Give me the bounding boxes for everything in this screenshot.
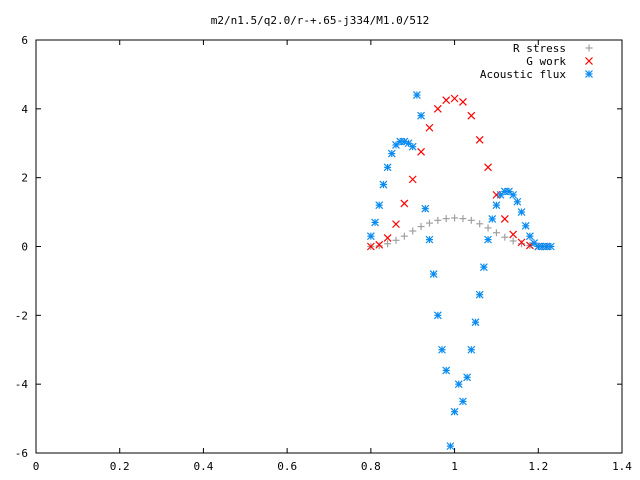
data-point (366, 232, 375, 241)
data-point (434, 216, 442, 224)
data-point (484, 235, 492, 244)
x-tick-label: 0.8 (361, 460, 381, 473)
legend-marker (585, 70, 593, 78)
data-point (366, 242, 375, 251)
data-point (375, 240, 384, 249)
data-point (392, 236, 400, 244)
data-point (463, 373, 472, 382)
legend-label: Acoustic flux (480, 68, 566, 81)
data-point (421, 204, 430, 213)
data-point (412, 91, 421, 99)
data-point (387, 149, 396, 158)
data-point (375, 201, 384, 210)
data-point (492, 229, 500, 237)
data-point (446, 442, 455, 451)
data-point (451, 214, 459, 222)
data-point (484, 163, 492, 172)
x-tick-label: 0 (33, 460, 40, 473)
y-tick-label: -4 (15, 378, 29, 391)
data-point (525, 232, 534, 241)
series-layer (366, 91, 555, 451)
data-point (379, 180, 388, 189)
data-point (500, 215, 509, 223)
series-star (366, 91, 555, 451)
data-point (546, 242, 555, 251)
data-point (384, 240, 392, 248)
legend-marker (585, 44, 593, 52)
data-point (392, 220, 400, 229)
data-point (479, 263, 488, 272)
y-tick-label: 6 (21, 34, 28, 47)
x-tick-label: 0.2 (110, 460, 130, 473)
data-point (400, 199, 409, 208)
data-point (517, 208, 526, 217)
data-point (425, 123, 434, 132)
data-point (488, 215, 497, 223)
data-point (454, 380, 463, 389)
data-point (425, 235, 434, 244)
legend-label: R stress (513, 42, 566, 55)
data-point (471, 318, 480, 327)
data-point (467, 111, 476, 120)
x-tick-label: 1.2 (528, 460, 548, 473)
data-point (371, 218, 379, 227)
data-point (429, 270, 438, 278)
data-point (521, 221, 530, 230)
data-point (408, 175, 417, 184)
data-point (417, 223, 425, 231)
data-point (509, 230, 518, 239)
y-tick-label: 4 (21, 103, 28, 116)
data-point (433, 104, 442, 113)
data-point (417, 111, 426, 120)
axis-ticks: 0 0.2 0.4 0.6 0.8 1 1.2 1.4 -6 -4 -2 0 2 4 6 (15, 34, 633, 473)
data-point (475, 135, 484, 144)
y-tick-label: 0 (21, 241, 28, 254)
data-point (400, 232, 408, 240)
data-point (375, 242, 383, 250)
data-point (417, 147, 426, 156)
data-point (467, 345, 476, 354)
data-point (433, 311, 442, 320)
legend-marker (585, 57, 593, 65)
data-point (475, 290, 484, 299)
data-point (518, 240, 526, 248)
data-point (408, 142, 417, 151)
data-point (513, 197, 522, 206)
y-tick-label: -6 (15, 447, 28, 460)
data-point (505, 187, 513, 196)
data-point (509, 237, 517, 245)
data-point (509, 190, 518, 199)
data-point (459, 98, 467, 106)
x-tick-label: 0.4 (193, 460, 213, 473)
legend-label: G work (526, 55, 566, 68)
data-point (467, 216, 475, 224)
data-point (459, 215, 467, 223)
chart-title: m2/n1.5/q2.0/r-+.65-j334/M1.0/512 (211, 14, 430, 27)
data-point (501, 233, 509, 241)
data-point (450, 94, 459, 103)
x-tick-label: 1.4 (612, 460, 632, 473)
data-point (476, 220, 484, 228)
y-tick-label: -2 (15, 309, 28, 322)
data-point (517, 238, 526, 247)
data-point (383, 163, 392, 172)
data-point (442, 96, 451, 105)
data-point (438, 345, 446, 354)
x-tick-label: 0.6 (277, 460, 297, 473)
data-point (484, 224, 492, 232)
data-point (442, 215, 450, 223)
data-point (383, 233, 392, 242)
data-point (442, 366, 451, 375)
data-point (425, 219, 433, 227)
data-point (492, 201, 501, 210)
data-point (459, 397, 467, 406)
data-point (409, 227, 417, 235)
data-point (450, 407, 459, 416)
y-tick-label: 2 (21, 172, 28, 185)
x-tick-label: 1 (451, 460, 458, 473)
